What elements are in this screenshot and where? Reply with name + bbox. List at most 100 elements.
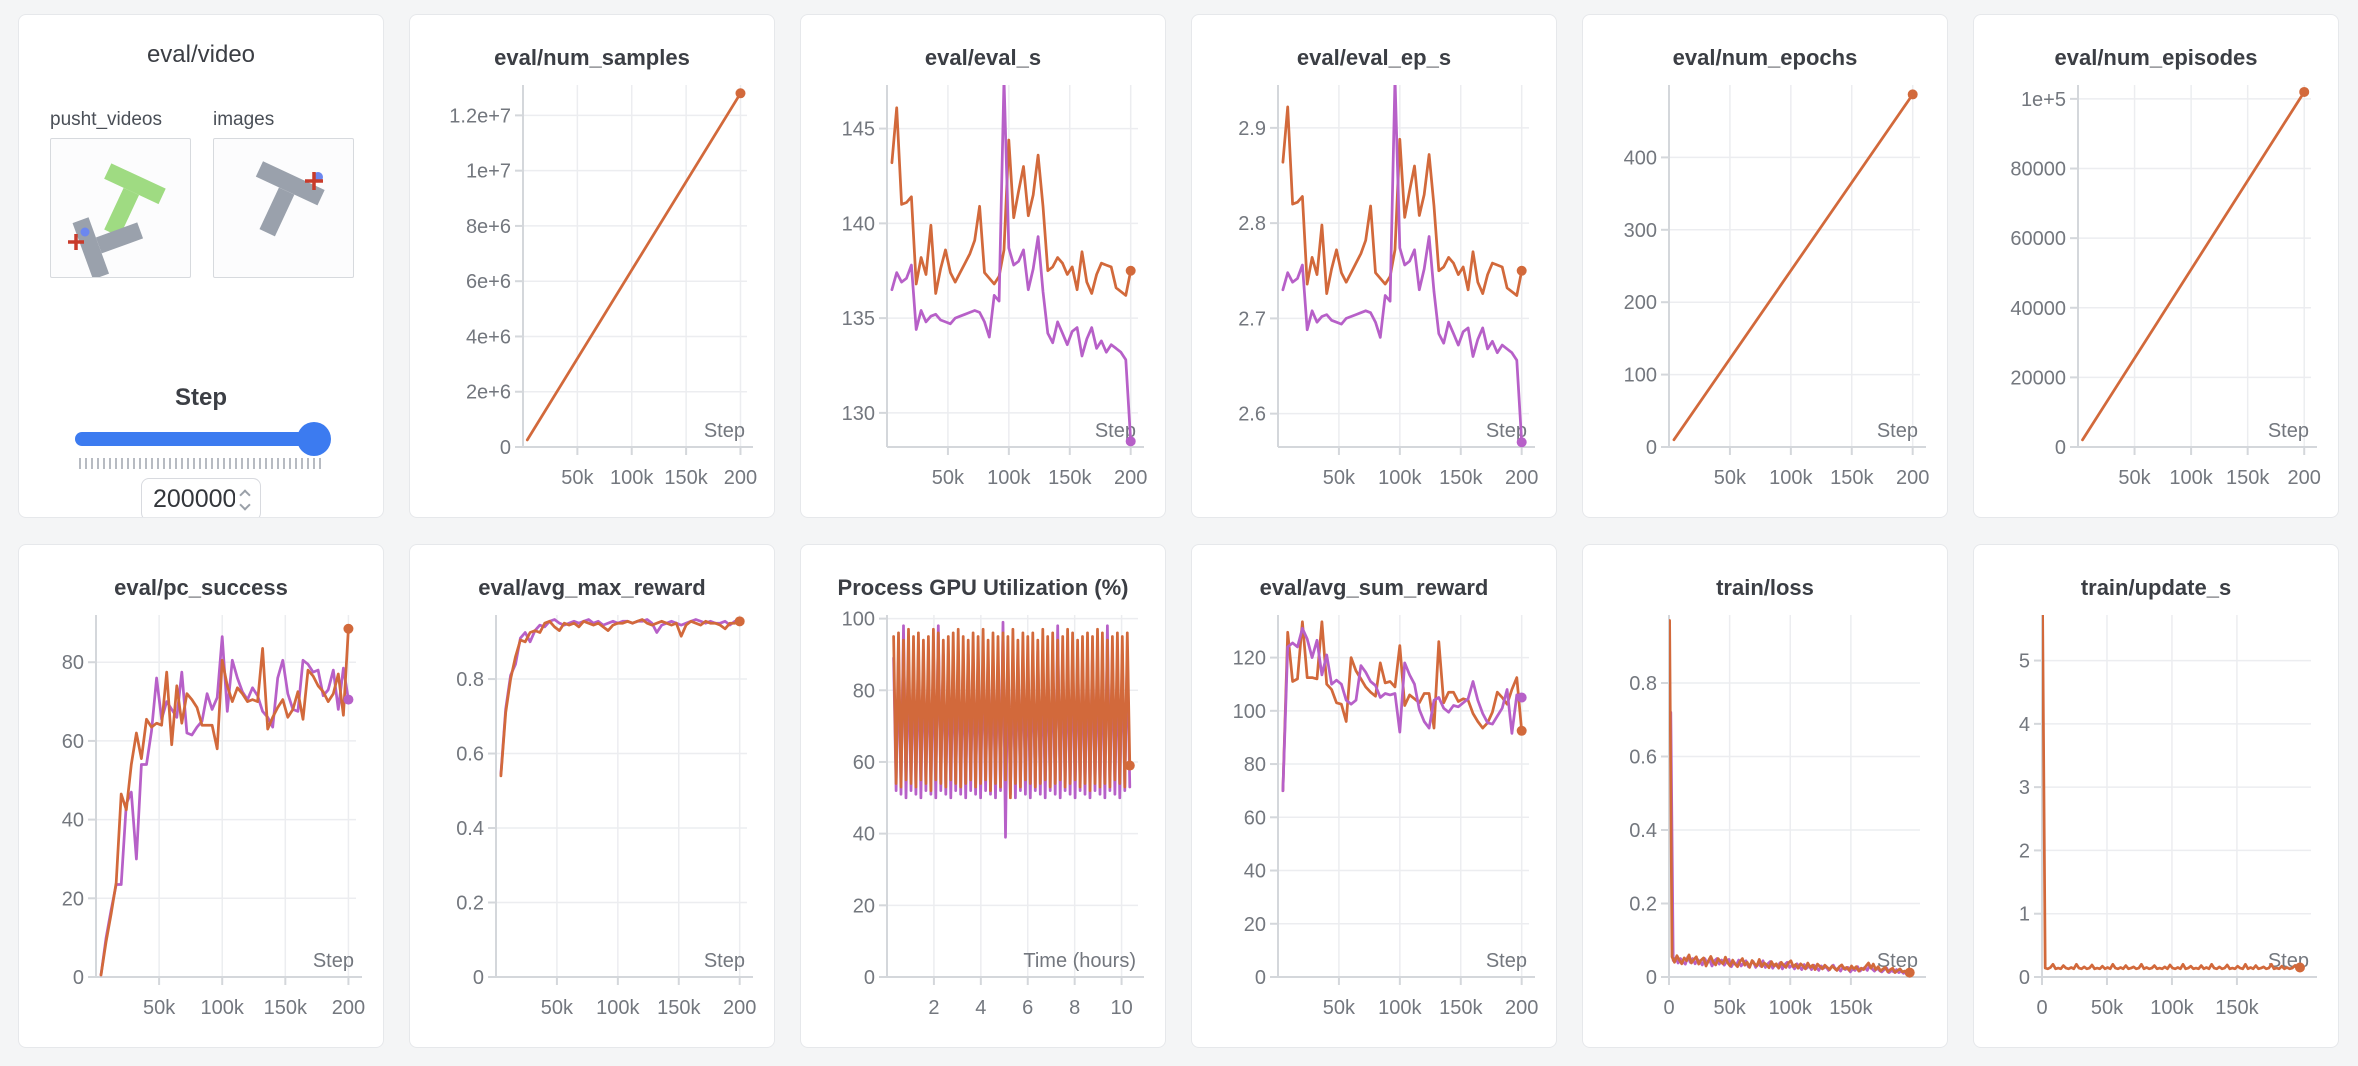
chart-panel-eval-avg-max-reward[interactable]: eval/avg_max_reward 50k 100k 150k 200 0 0.2 0.… (409, 544, 775, 1048)
x-tick-label: 150k (664, 467, 708, 489)
x-tick-label: 0 (1663, 997, 1674, 1019)
slider-tick-ruler (79, 458, 323, 469)
y-tick-label: 0.4 (1629, 820, 1657, 842)
chart-plot[interactable]: 50k 100k 150k 200 0 2e+6 4e+6 6e+6 8e+6 1e+7 1.2e+… (425, 77, 759, 507)
step-control: Step (19, 384, 383, 517)
series-group (99, 627, 350, 977)
series-line-purple (99, 635, 350, 977)
x-tick-label: 50k (2091, 997, 2124, 1019)
step-increment-button[interactable] (239, 488, 251, 501)
step-decrement-button[interactable] (239, 498, 251, 511)
y-tick-label: 8e+6 (466, 216, 511, 238)
y-tick-label: 0 (1255, 967, 1266, 989)
chart-title: train/loss (1716, 575, 1814, 600)
step-value-input[interactable] (153, 485, 235, 514)
series-end-dot-purple (343, 694, 354, 705)
y-tick-label: 130 (842, 403, 875, 425)
y-tick-label: 40000 (2010, 298, 2066, 320)
y-tick-label: 0 (1646, 967, 1657, 989)
chart-panel-eval-avg-sum-reward[interactable]: eval/avg_sum_reward 50k 100k 150k 200 0 20 40 6… (1191, 544, 1557, 1048)
x-axis-name: Step (704, 950, 745, 972)
slider-track[interactable] (75, 432, 327, 446)
y-tick-label: 0 (864, 967, 875, 989)
chart-title: eval/avg_sum_reward (1259, 575, 1489, 600)
y-tick-label: 40 (62, 810, 84, 832)
chart-plot[interactable]: 50k 100k 150k 200 0 100 200 300 400 Step (1598, 77, 1932, 507)
y-tick-label: 0.2 (456, 893, 484, 915)
chart-panel-process-gpu-utilization[interactable]: Process GPU Utilization (%) 2 4 6 8 10 0 20 40 6… (800, 544, 1166, 1048)
chart-plot[interactable]: 50k 100k 150k 200 130 135 140 145 Step (816, 77, 1150, 507)
series-end-dot-orange (1124, 760, 1135, 771)
x-tick-label: 150k (2215, 997, 2259, 1019)
series-line-orange (99, 627, 350, 977)
y-tick-label: 1e+7 (466, 161, 511, 183)
y-tick-label: 0.6 (1629, 746, 1657, 768)
chart-title: eval/eval_s (924, 45, 1042, 70)
media-item-pusht-videos: pusht_videos (50, 109, 191, 278)
chart-panel-eval-num-epochs[interactable]: eval/num_epochs 50k 100k 150k 200 0 100 200 300… (1582, 14, 1948, 518)
x-axis-name: Step (2268, 420, 2309, 442)
x-tick-label: 50k (541, 997, 574, 1019)
slider-thumb[interactable] (297, 422, 331, 456)
pusht-scene-icon (68, 163, 166, 277)
chart-plot[interactable]: 50k 100k 150k 200 0 20 40 60 80 100 120 Step (1207, 607, 1541, 1037)
series-end-dot-orange (2294, 962, 2305, 973)
series-group (1669, 619, 1912, 975)
step-slider[interactable] (75, 422, 331, 456)
chart-panel-eval-eval-ep-s[interactable]: eval/eval_ep_s 50k 100k 150k 200 2.6 2.7 2.8 2.… (1191, 14, 1557, 518)
x-tick-label: 10 (1110, 997, 1132, 1019)
series-line-orange (2042, 615, 2302, 971)
chart-panel-eval-eval-s[interactable]: eval/eval_s 50k 100k 150k 200 130 135 140 145 St… (800, 14, 1166, 518)
x-axis-name: Step (1095, 420, 1136, 442)
chart-panel-eval-pc-success[interactable]: eval/pc_success 50k 100k 150k 200 0 20 40 60 80 S… (18, 544, 384, 1048)
chart-panel-eval-num-samples[interactable]: eval/num_samples 50k 100k 150k 200 0 2e+6 4e+6… (409, 14, 775, 518)
series-group (499, 618, 742, 778)
series-line-orange (499, 618, 742, 778)
chart-panel-eval-num-episodes[interactable]: eval/num_episodes 50k 100k 150k 200 0 20000 40… (1973, 14, 2339, 518)
x-tick-label: 200 (2288, 467, 2321, 489)
chart-plot[interactable]: 50k 100k 150k 200 2.6 2.7 2.8 2.9 Step (1207, 77, 1541, 507)
x-tick-label: 150k (1830, 467, 1874, 489)
chart-panel-train-update-s[interactable]: train/update_s 0 50k 100k 150k 0 1 2 3 4 5 Step (1973, 544, 2339, 1048)
video-panel[interactable]: eval/video pusht_videos (18, 14, 384, 518)
series-line-orange (1669, 619, 1912, 975)
x-tick-label: 100k (1769, 997, 1813, 1019)
y-tick-label: 80 (1244, 754, 1266, 776)
x-tick-label: 150k (1439, 467, 1483, 489)
x-tick-label: 200 (1505, 467, 1538, 489)
y-tick-label: 2.9 (1238, 118, 1266, 140)
y-tick-label: 3 (2019, 777, 2030, 799)
series-line-orange (1672, 93, 1915, 442)
x-tick-label: 200 (1114, 467, 1147, 489)
chart-panel-train-loss[interactable]: train/loss 0 50k 100k 150k 0 0.2 0.4 0.6 0.8 Step (1582, 544, 1948, 1048)
chart-plot[interactable]: 50k 100k 150k 200 0 0.2 0.4 0.6 0.8 Step (425, 607, 759, 1037)
series-end-dot-orange (734, 616, 745, 627)
y-tick-label: 60000 (2010, 228, 2066, 250)
series-line-orange (892, 627, 1132, 800)
chart-title: eval/num_episodes (2054, 45, 2258, 70)
series-group (892, 620, 1132, 839)
gray-t-shape (72, 217, 144, 277)
chart-title: Process GPU Utilization (%) (837, 575, 1129, 600)
chart-plot[interactable]: 50k 100k 150k 200 0 20 40 60 80 Step (34, 607, 368, 1037)
x-tick-label: 50k (2118, 467, 2151, 489)
y-tick-label: 145 (842, 119, 875, 141)
series-end-dot-orange (1907, 89, 1918, 100)
chart-plot[interactable]: 0 50k 100k 150k 0 0.2 0.4 0.6 0.8 Step (1598, 607, 1932, 1037)
chart-plot[interactable]: 50k 100k 150k 200 0 20000 40000 60000 80000 1e+5 S… (1989, 77, 2323, 507)
y-tick-label: 100 (1233, 701, 1266, 723)
media-label-pusht-videos: pusht_videos (50, 109, 162, 130)
y-tick-label: 40 (853, 824, 875, 846)
pusht-video-thumbnail[interactable] (50, 138, 191, 278)
x-tick-label: 150k (1048, 467, 1092, 489)
series-group (525, 91, 742, 442)
images-scene-icon (255, 161, 325, 237)
series-line-purple (499, 618, 742, 776)
y-tick-label: 100 (1624, 365, 1657, 387)
series-group (890, 85, 1133, 443)
x-axis-name: Step (704, 420, 745, 442)
images-thumbnail[interactable] (213, 138, 354, 278)
